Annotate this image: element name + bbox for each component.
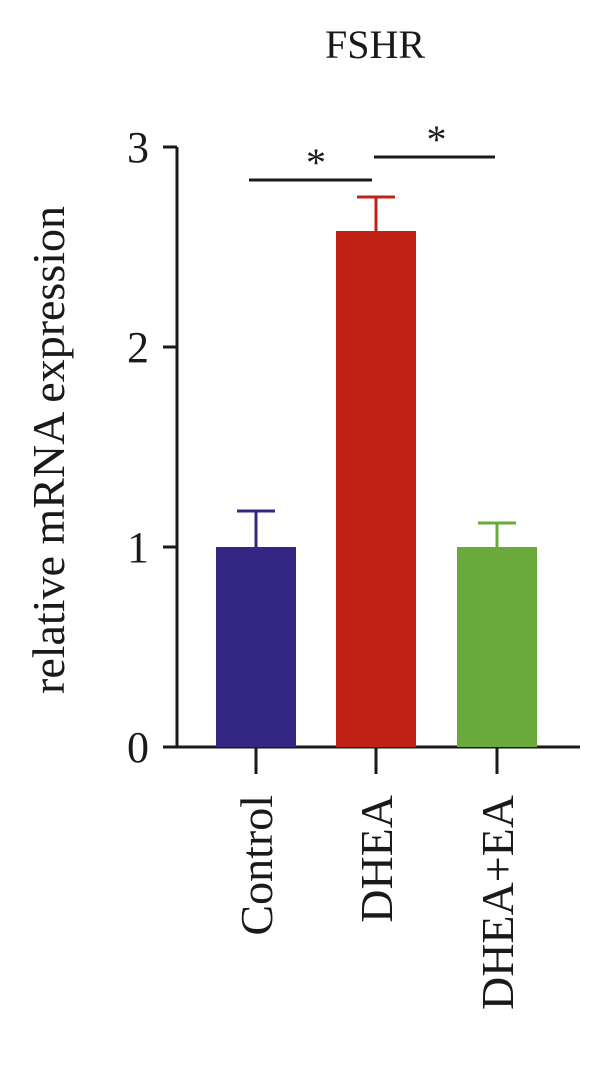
plot-area: 0 1 2 3 Control DHEA DHEA+EA * * [127, 117, 580, 1010]
bar-dhea [336, 231, 416, 747]
y-tick-label: 0 [127, 723, 149, 772]
x-tick-label: DHEA [351, 795, 402, 923]
bar-control [216, 547, 296, 747]
x-tick-label: DHEA+EA [472, 795, 523, 1010]
chart-title: FSHR [325, 22, 425, 67]
y-tick-label: 1 [127, 523, 149, 572]
significance-star: * [306, 140, 326, 185]
y-tick-label: 3 [127, 123, 149, 172]
bar-dhea-ea [457, 547, 537, 747]
y-tick-label: 2 [127, 323, 149, 372]
significance-star: * [427, 117, 447, 162]
y-axis-label: relative mRNA expression [23, 206, 74, 694]
x-tick-label: Control [231, 795, 282, 936]
